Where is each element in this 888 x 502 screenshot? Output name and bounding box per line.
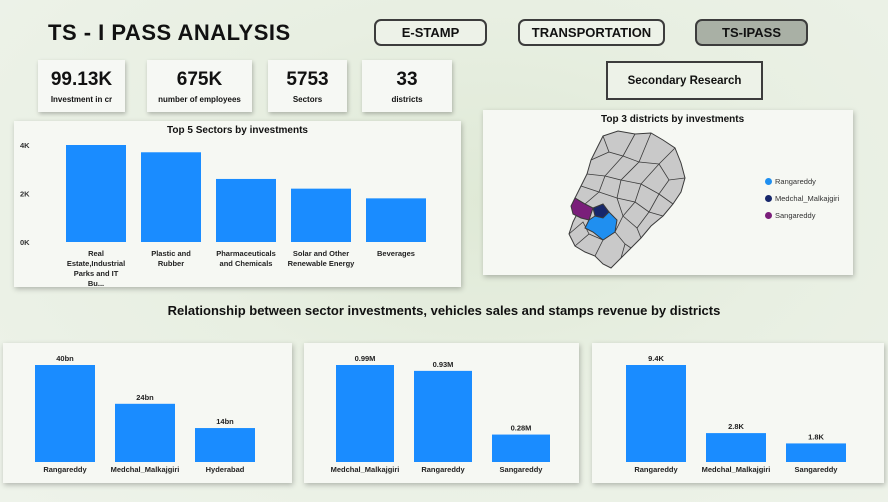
- legend-label: Rangareddy: [775, 177, 816, 186]
- tick-label: Plastic and Rubber: [151, 249, 191, 268]
- kpi-card-employees: 675K number of employees: [147, 60, 252, 112]
- sector-chart-card: Top 5 Sectors by investments 4K 2K 0K Real E…: [14, 121, 461, 287]
- tick-label: Rangareddy: [421, 465, 465, 474]
- tick-label: Medchal_Malkajgiri: [111, 465, 180, 474]
- y-tick-label: 0K: [20, 238, 30, 247]
- data-label: 1.8K: [808, 432, 824, 441]
- nav-button-estamp[interactable]: E-STAMP: [374, 19, 487, 46]
- district-map-card: Top 3 districts by investments: [483, 110, 853, 275]
- data-label: 14bn: [216, 417, 234, 426]
- tick-label: Solar and Other Renewable Energy: [288, 249, 356, 268]
- kpi-value: 675K: [176, 68, 223, 90]
- section-title: Relationship between sector investments,…: [167, 303, 721, 318]
- tick-label: Beverages: [377, 249, 415, 258]
- kpi-card-investment: 99.13K Investment in cr: [38, 60, 125, 112]
- tick-label: Sangareddy: [500, 465, 544, 474]
- bar: [492, 434, 550, 462]
- kpi-card-sectors: 5753 Sectors: [268, 60, 347, 112]
- kpi-value: 33: [396, 68, 418, 90]
- page-title: TS - I PASS ANALYSIS: [48, 20, 291, 45]
- legend-item-sangareddy[interactable]: Sangareddy: [765, 211, 839, 220]
- legend-dot-icon: [765, 212, 772, 219]
- stamps-revenue-card: 9.4K Rangareddy 2.8K Medchal_Malkajgiri 1.8K…: [592, 343, 884, 483]
- data-label: 0.93M: [433, 360, 454, 369]
- secondary-research-button[interactable]: Secondary Research: [606, 61, 763, 100]
- bar: [626, 365, 686, 462]
- bar: [35, 365, 95, 462]
- bar: [291, 188, 351, 242]
- legend-dot-icon: [765, 178, 772, 185]
- data-label: 0.28M: [511, 424, 532, 433]
- data-label: 9.4K: [648, 354, 664, 363]
- bar: [706, 433, 766, 462]
- data-label: 0.99M: [355, 354, 376, 363]
- kpi-label: Investment in cr: [50, 94, 113, 104]
- vehicle-sales-bar-chart: 0.99M Medchal_Malkajgiri 0.93M Rangareddy 0.…: [331, 354, 550, 474]
- bar: [414, 370, 472, 462]
- tick-label: Real Estate,Industrial Parks and IT Bu...: [67, 249, 125, 287]
- legend-dot-icon: [765, 195, 772, 202]
- y-tick-label: 2K: [20, 190, 30, 199]
- bar: [216, 178, 276, 242]
- tick-label: Rangareddy: [634, 465, 678, 474]
- data-label: 24bn: [136, 393, 154, 402]
- tick-label: Sangareddy: [795, 465, 839, 474]
- tick-label: Medchal_Malkajgiri: [331, 465, 400, 474]
- legend-label: Medchal_Malkajgiri: [775, 194, 840, 203]
- legend-item-rangareddy[interactable]: Rangareddy: [765, 177, 839, 186]
- data-label: 40bn: [56, 354, 74, 363]
- kpi-value: 99.13K: [50, 68, 113, 90]
- legend-item-medchal[interactable]: Medchal_Malkajgiri: [765, 194, 839, 203]
- data-label: 2.8K: [728, 422, 744, 431]
- telangana-district-map[interactable]: [563, 128, 693, 274]
- investment-bar-chart: 40bn Rangareddy 24bn Medchal_Malkajgiri 14bn…: [35, 354, 255, 474]
- stamps-revenue-bar-chart: 9.4K Rangareddy 2.8K Medchal_Malkajgiri 1.8K…: [626, 354, 846, 474]
- tick-label: Pharmaceuticals and Chemicals: [216, 249, 276, 268]
- tick-label: Medchal_Malkajgiri: [702, 465, 771, 474]
- bar: [336, 365, 394, 462]
- y-tick-label: 4K: [20, 141, 30, 150]
- bar: [66, 145, 126, 242]
- kpi-label: number of employees: [158, 94, 241, 104]
- investment-by-district-card: 40bn Rangareddy 24bn Medchal_Malkajgiri 14bn…: [3, 343, 292, 483]
- vehicle-sales-card: 0.99M Medchal_Malkajgiri 0.93M Rangareddy 0.…: [304, 343, 579, 483]
- nav-button-tsipass[interactable]: TS-IPASS: [695, 19, 808, 46]
- map-title: Top 3 districts by investments: [601, 114, 745, 125]
- kpi-label: districts: [391, 94, 423, 104]
- nav-button-transportation[interactable]: TRANSPORTATION: [518, 19, 665, 46]
- map-legend: Rangareddy Medchal_Malkajgiri Sangareddy: [765, 177, 839, 228]
- bar: [366, 198, 426, 242]
- kpi-label: Sectors: [292, 94, 323, 104]
- legend-label: Sangareddy: [775, 211, 816, 220]
- tick-label: Rangareddy: [43, 465, 87, 474]
- chart-title: Top 5 Sectors by investments: [167, 125, 308, 136]
- bar: [115, 403, 175, 462]
- kpi-card-districts: 33 districts: [362, 60, 452, 112]
- tick-label: Hyderabad: [206, 465, 245, 474]
- bar: [141, 152, 201, 242]
- sector-bar-chart: 4K 2K 0K Real Estate,Industrial Parks and IT B…: [20, 141, 426, 287]
- bar: [195, 428, 255, 462]
- kpi-value: 5753: [286, 68, 329, 90]
- bar: [786, 443, 846, 462]
